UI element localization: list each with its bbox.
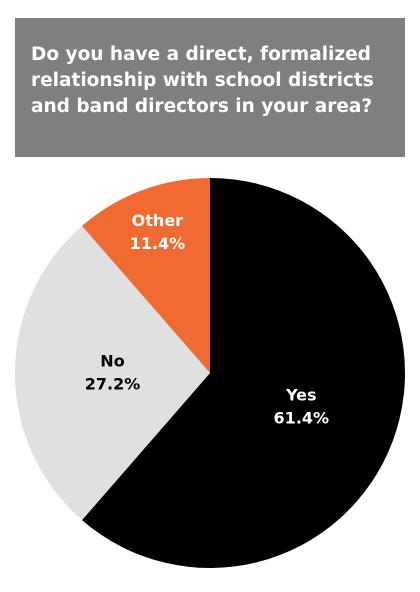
pie-slice (81, 178, 406, 568)
pie-slice (81, 178, 210, 373)
value-label: 61.4% (274, 409, 330, 428)
value-label: 11.4% (130, 234, 186, 253)
slice-label: Other (132, 211, 183, 230)
pie-slice (14, 225, 210, 521)
slice-label: No (100, 352, 124, 371)
chart-title: Do you have a direct, formalized relatio… (31, 44, 374, 117)
slice-label: Yes (285, 386, 317, 405)
value-label: 27.2% (85, 375, 141, 394)
title-box: Do you have a direct, formalized relatio… (15, 18, 405, 157)
